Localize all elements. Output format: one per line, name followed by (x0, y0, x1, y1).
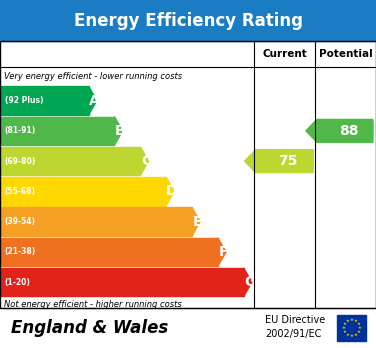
Text: (1-20): (1-20) (5, 278, 30, 287)
Polygon shape (244, 150, 313, 173)
Text: (92 Plus): (92 Plus) (5, 96, 43, 105)
Polygon shape (244, 268, 252, 296)
Text: Current: Current (262, 49, 307, 59)
Text: C: C (141, 154, 151, 168)
Text: EU Directive: EU Directive (265, 315, 325, 325)
Text: G: G (244, 275, 255, 289)
Bar (0, 238, 218, 266)
Bar (0, 147, 140, 175)
Text: ★: ★ (346, 333, 349, 337)
Text: ★: ★ (350, 318, 353, 322)
Bar (0, 117, 114, 145)
Text: 2002/91/EC: 2002/91/EC (265, 329, 321, 339)
Bar (0, 268, 244, 296)
Text: ★: ★ (346, 319, 349, 323)
Text: ★: ★ (357, 322, 361, 326)
Polygon shape (218, 238, 226, 266)
Polygon shape (306, 119, 373, 142)
Text: (69-80): (69-80) (5, 157, 36, 166)
Polygon shape (114, 117, 123, 145)
Text: E: E (193, 215, 203, 229)
Text: A: A (89, 94, 100, 108)
Text: ★: ★ (343, 322, 346, 326)
Text: D: D (166, 184, 178, 198)
Text: (55-68): (55-68) (5, 187, 35, 196)
Bar (338, 315, 365, 341)
Bar (0, 207, 192, 236)
Text: Not energy efficient - higher running costs: Not energy efficient - higher running co… (4, 300, 182, 309)
Text: England & Wales: England & Wales (11, 319, 168, 337)
Bar (0, 41, 376, 308)
Polygon shape (89, 86, 97, 115)
Polygon shape (192, 207, 200, 236)
Text: ★: ★ (357, 330, 361, 334)
Bar (0, 86, 89, 115)
Text: 75: 75 (279, 154, 298, 168)
Text: Potential: Potential (319, 49, 372, 59)
Text: 88: 88 (339, 124, 358, 138)
Bar (0, 0, 376, 41)
Text: (39-54): (39-54) (5, 217, 35, 226)
Text: ★: ★ (354, 333, 358, 337)
Text: Very energy efficient - lower running costs: Very energy efficient - lower running co… (4, 72, 182, 81)
Text: F: F (219, 245, 228, 259)
Polygon shape (140, 147, 149, 175)
Text: ★: ★ (341, 326, 345, 330)
Bar (0, 177, 166, 206)
Text: ★: ★ (354, 319, 358, 323)
Text: (81-91): (81-91) (5, 126, 36, 135)
Text: B: B (115, 124, 126, 138)
Polygon shape (166, 177, 174, 206)
Text: ★: ★ (343, 330, 346, 334)
Text: Energy Efficiency Rating: Energy Efficiency Rating (73, 11, 303, 30)
Text: ★: ★ (358, 326, 362, 330)
Text: (21-38): (21-38) (5, 247, 36, 256)
Text: ★: ★ (350, 334, 353, 338)
